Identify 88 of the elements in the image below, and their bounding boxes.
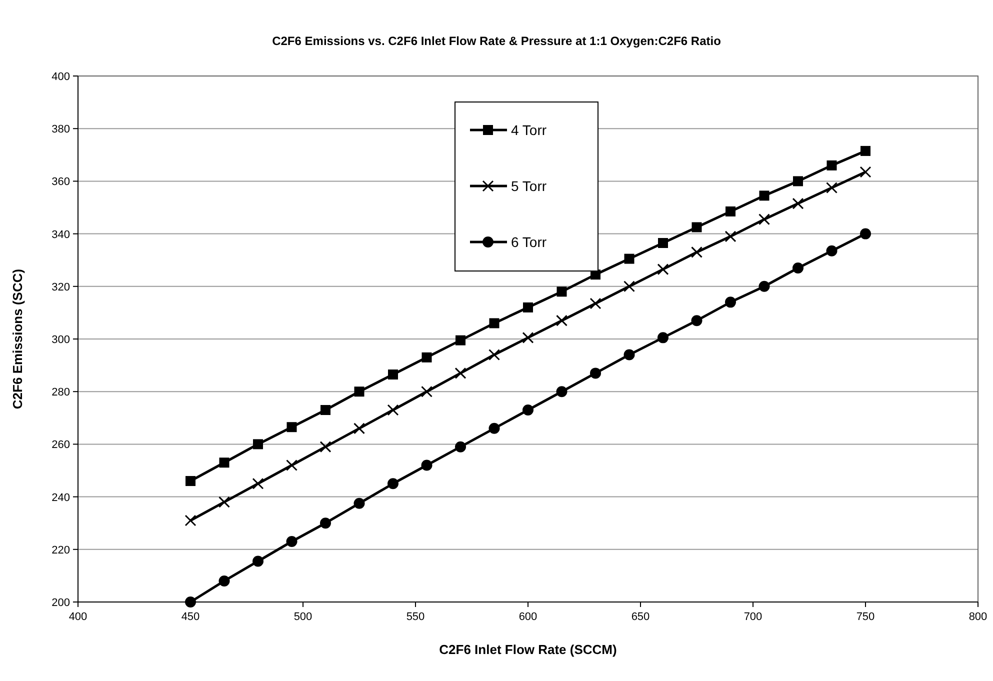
point	[388, 370, 398, 380]
point	[826, 245, 838, 256]
point	[421, 460, 432, 471]
point	[826, 182, 838, 194]
point	[184, 514, 196, 526]
point	[691, 246, 702, 258]
point	[793, 176, 803, 186]
y-tick-label: 340	[52, 228, 70, 241]
x-tick-label: 700	[744, 611, 762, 623]
legend-label: 5 Torr	[511, 178, 547, 194]
point	[758, 280, 770, 292]
legend-label: 6 Torr	[511, 234, 547, 250]
point	[758, 214, 770, 226]
point	[286, 422, 297, 432]
point	[253, 439, 263, 450]
y-tick-label: 220	[52, 544, 70, 556]
point	[185, 596, 196, 608]
point	[421, 386, 432, 398]
point	[488, 422, 500, 434]
x-tick-label: 400	[68, 611, 88, 623]
point	[658, 332, 668, 344]
point	[726, 206, 736, 216]
point	[422, 352, 432, 362]
y-tick-label: 260	[52, 439, 70, 452]
point	[590, 298, 602, 310]
x-tick-label: 450	[181, 611, 200, 623]
y-tick-label: 320	[52, 281, 70, 294]
point	[320, 441, 332, 453]
point	[792, 262, 804, 274]
point	[692, 222, 702, 232]
chart-title: C2F6 Emissions vs. C2F6 Inlet Flow Rate & Pressure at 1:1 Oxygen:C2F6 Ratio	[272, 34, 721, 48]
point	[219, 458, 230, 468]
point	[556, 386, 568, 398]
point	[759, 190, 770, 201]
y-tick-label: 360	[52, 176, 70, 188]
point	[657, 264, 669, 276]
point	[186, 476, 196, 486]
point	[456, 335, 466, 346]
point	[590, 368, 601, 379]
point	[218, 575, 230, 586]
legend-label: 4 Torr	[511, 122, 547, 138]
point	[860, 228, 871, 240]
y-tick-label: 380	[52, 124, 70, 136]
point	[691, 315, 702, 326]
y-tick-label: 400	[52, 71, 70, 83]
point	[725, 296, 736, 308]
point	[252, 556, 264, 567]
x-tick-label: 550	[406, 611, 425, 623]
point	[454, 367, 466, 379]
point	[658, 238, 668, 248]
point	[860, 166, 872, 178]
point	[624, 254, 634, 264]
point	[455, 441, 466, 452]
point	[556, 286, 567, 297]
x-tick-label: 600	[518, 611, 538, 623]
point	[354, 422, 365, 434]
x-tick-label: 650	[631, 611, 650, 623]
point	[489, 318, 500, 328]
point	[522, 404, 534, 416]
y-tick-label: 300	[52, 334, 70, 346]
point	[523, 302, 533, 312]
x-axis-title: C2F6 Inlet Flow Rate (SCCM)	[439, 642, 617, 657]
point	[387, 404, 399, 416]
point	[354, 386, 364, 397]
point	[320, 518, 331, 529]
point	[624, 349, 635, 360]
point	[320, 405, 330, 416]
y-tick-label: 240	[52, 492, 70, 504]
y-tick-label: 200	[52, 597, 70, 609]
x-tick-label: 800	[968, 611, 988, 623]
point	[488, 349, 500, 361]
point	[286, 459, 298, 471]
point	[286, 536, 298, 548]
point	[792, 198, 804, 210]
point	[354, 498, 365, 509]
point	[522, 332, 534, 344]
x-tick-label: 750	[856, 611, 875, 623]
point	[556, 314, 568, 326]
point	[388, 478, 398, 490]
point	[218, 496, 230, 508]
point	[826, 160, 837, 170]
x-tick-label: 500	[294, 611, 312, 623]
point	[724, 230, 736, 242]
y-tick-label: 280	[52, 386, 70, 399]
point	[860, 146, 870, 156]
point	[624, 280, 635, 292]
point	[252, 478, 264, 490]
y-axis-title: C2F6 Emissions (SCC)	[10, 268, 25, 410]
